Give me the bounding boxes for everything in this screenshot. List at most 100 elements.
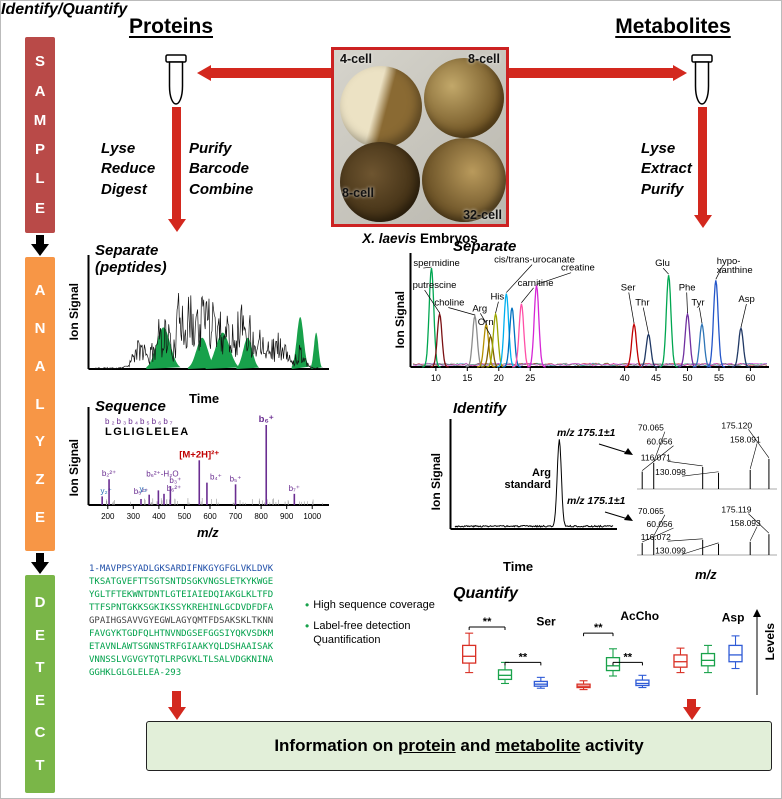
svg-text:900: 900 [280, 512, 294, 521]
svg-text:b₃⁺: b₃⁺ [169, 476, 181, 485]
stage-letter: D [34, 594, 46, 612]
metab-separate-ylabel: Ion Signal [393, 291, 407, 349]
protein-sequence-line: ETAVNLAWTSGNNSTRFGIAAKYQLDSHAAISAK [89, 642, 274, 652]
stage-letter: M [33, 111, 47, 129]
svg-text:800: 800 [254, 512, 268, 521]
svg-text:60: 60 [745, 373, 755, 383]
svg-text:Thr: Thr [635, 298, 649, 309]
proteins-header: Proteins [128, 15, 214, 38]
svg-text:Glu: Glu [655, 258, 670, 269]
red-arrow-left-stem [211, 68, 331, 78]
stage-analyze: A N A L Y Z E [25, 257, 55, 551]
svg-text:20: 20 [494, 373, 504, 383]
mz-window-top-label: m/z 175.1±1 [557, 427, 616, 439]
svg-text:b₂²⁺: b₂²⁺ [102, 469, 116, 478]
svg-text:spermidine: spermidine [413, 258, 459, 269]
coverage-bullets: • High sequence coverage • Label-free detec… [305, 599, 437, 654]
embryo-32cell [422, 138, 506, 222]
red-arrow-down-protein [172, 107, 181, 219]
svg-text:175.119: 175.119 [721, 505, 751, 515]
svg-text:b₇⁺: b₇⁺ [289, 484, 300, 493]
svg-text:**: ** [594, 622, 603, 634]
caption-species: X. laevis [362, 231, 417, 246]
peptide-sequence: LGLIGLELEA [105, 426, 190, 438]
svg-text:b₅⁺: b₅⁺ [230, 474, 242, 483]
identify-title: Identify [453, 400, 507, 417]
svg-text:116.072: 116.072 [641, 532, 671, 542]
peptide-annotation: b₂b₃b₄b₅b₆b₇ LGLIGLELEA [105, 417, 190, 438]
svg-text:400: 400 [152, 512, 166, 521]
protein-sequence-line: 1-MAVPPSYADLGKSARDIFNKGYGFGLVKLDVK [89, 564, 274, 574]
fragment-spectrum-bottom: 70.065 60.056 116.072 130.099 175.119 158.093 [637, 505, 777, 555]
svg-text:**: ** [483, 616, 492, 628]
svg-text:10: 10 [431, 373, 441, 383]
boxplot-ser: ** ** Ser [462, 614, 556, 689]
prep-step: Purify [641, 180, 684, 198]
red-arrow-right-stem [509, 68, 673, 78]
svg-text:45: 45 [651, 373, 661, 383]
embryo-8cell-b [340, 142, 420, 222]
stage-letter: A [34, 357, 46, 375]
svg-text:1000: 1000 [303, 512, 321, 521]
quantify-ylabel: Levels [763, 623, 777, 661]
protein-sequence-line: FAVGYKTGDFQLHTNVNDGSEFGGSIYQKVSDKM [89, 629, 274, 639]
svg-text:b₄⁺: b₄⁺ [210, 473, 222, 482]
red-arrow-right-icon [673, 65, 687, 81]
banner-pre: Information on [274, 736, 399, 755]
stage-letter: L [35, 395, 45, 413]
svg-text:15: 15 [462, 373, 472, 383]
svg-text:200: 200 [101, 512, 115, 521]
mz-window-bottom-arrow-icon [604, 511, 633, 521]
svg-text:AcCho: AcCho [620, 609, 659, 623]
protein-prep-steps-1: Lyse Reduce Digest [101, 139, 155, 200]
tube-icon [165, 54, 187, 105]
sequence-title: Sequence [95, 398, 166, 415]
embryo-label: 8-cell [468, 52, 500, 66]
stage-letter: T [35, 659, 45, 677]
metab-separate-title: Separate [453, 238, 517, 255]
banner-metabolite: metabolite [495, 736, 581, 755]
svg-text:700: 700 [229, 512, 243, 521]
embryo-label: 32-cell [463, 208, 502, 222]
sequence-ylabel: Ion Signal [67, 439, 81, 497]
tube-icon [691, 54, 713, 105]
svg-text:116.071: 116.071 [641, 452, 671, 462]
boxplot-accho: ** ** AcCho [576, 609, 659, 691]
red-arrowhead-protein [168, 219, 186, 232]
svg-text:Asp: Asp [722, 611, 745, 625]
svg-text:50: 50 [683, 373, 693, 383]
mz-window-top-arrow-icon [598, 443, 633, 455]
protein-separate-chart [87, 255, 329, 370]
prep-step: Digest [101, 180, 147, 198]
identify-ylabel: Ion Signal [429, 453, 443, 511]
stage-letter: C [34, 724, 46, 742]
prep-step: Purify [189, 140, 232, 157]
svg-text:70.065: 70.065 [638, 423, 664, 433]
boxplot-asp: Asp [673, 611, 745, 674]
prep-step: Barcode [189, 160, 250, 178]
stage-letter: P [34, 141, 45, 159]
red-arrow-bottom-right [687, 699, 696, 707]
levels-axis-icon [753, 609, 761, 695]
stage-letter: E [34, 691, 45, 709]
embryo-label: 8-cell [342, 186, 374, 200]
banner-mid: and [455, 736, 496, 755]
stage-letter: Z [35, 471, 45, 489]
protein-sequence-line: VNNSSLVGVGYTQTLRPGVKLTLSALVDGKNINA [89, 655, 274, 665]
svg-text:Asp: Asp [738, 294, 754, 305]
mz-window-bottom-label: m/z 175.1±1 [567, 495, 626, 507]
sequence-spectrum-chart: y₂⁺ b₂²⁺ b₅²⁺y₃ b₆²⁺-H₂O b₆²⁺b₃⁺ [M+2H]²⁺ b₄⁺ b… [87, 407, 329, 521]
protein-sequence-block: 1-MAVPPSYADLGKSARDIFNKGYGFGLVKLDVK TKSATG… [89, 563, 289, 680]
svg-text:600: 600 [203, 512, 217, 521]
protein-sequence-line: GPAIHGSAVVGYEGWLAGYQMTFDSAKSKLTKNN [89, 616, 274, 626]
svg-text:y₂⁺: y₂⁺ [100, 486, 111, 495]
identify-quantify-title: Identify/Quantify [1, 1, 128, 18]
svg-text:hypo-xanthine: hypo-xanthine [717, 256, 753, 276]
banner-post: activity [580, 736, 644, 755]
protein-sequence-line: YGLTFTEKWNTDNTLGTEIAIEDQIAKGLKLTFD [89, 590, 274, 600]
stage-letter: S [34, 53, 45, 71]
banner-protein: protein [398, 736, 456, 755]
